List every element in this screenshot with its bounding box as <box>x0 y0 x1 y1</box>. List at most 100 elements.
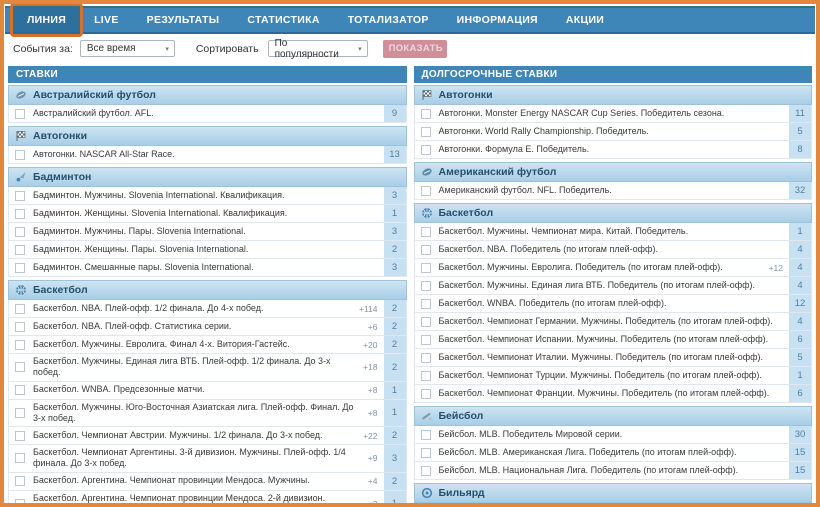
row-checkbox[interactable] <box>420 226 431 237</box>
row-checkbox[interactable] <box>15 362 25 373</box>
nav-tab-statistika[interactable]: СТАТИСТИКА <box>233 8 333 32</box>
row-checkbox[interactable] <box>15 244 25 255</box>
row-checkbox[interactable] <box>420 465 431 476</box>
row-checkbox[interactable] <box>420 126 431 137</box>
nav-tab-akcii[interactable]: АКЦИИ <box>552 8 618 32</box>
nav-tab-label: ИНФОРМАЦИЯ <box>456 14 538 26</box>
show-button[interactable]: ПОКАЗАТЬ <box>382 39 447 58</box>
bet-row[interactable]: Бадминтон. Женщины. Slovenia Internation… <box>8 205 407 223</box>
bet-row[interactable]: Баскетбол. NBA. Плей-офф. 1/2 финала. До… <box>8 300 407 318</box>
events-period-select[interactable]: Все время ▾ <box>79 40 175 57</box>
row-checkbox[interactable] <box>420 352 431 363</box>
bet-row[interactable]: Бадминтон. Смешанные пары. Slovenia Inte… <box>8 259 407 277</box>
bet-label: Бадминтон. Мужчины. Slovenia Internation… <box>33 189 285 200</box>
bet-row[interactable]: Баскетбол. Чемпионат Испании. Мужчины. П… <box>413 331 812 349</box>
bet-row[interactable]: Бадминтон. Женщины. Пары. Slovenia Inter… <box>8 241 407 259</box>
row-checkbox[interactable] <box>15 339 25 350</box>
row-checkbox[interactable] <box>420 316 431 327</box>
bet-row[interactable]: Баскетбол. Чемпионат Аргентины. 3-й диви… <box>8 445 407 473</box>
row-checkbox[interactable] <box>420 447 431 458</box>
sport-section-header[interactable]: Бейсбол <box>413 406 812 426</box>
row-checkbox[interactable] <box>420 185 431 196</box>
sport-section-header[interactable]: Австралийский футбол <box>8 85 407 105</box>
sport-section-header[interactable]: Бадминтон <box>8 167 407 187</box>
sort-select[interactable]: По популярности ▾ <box>267 38 368 60</box>
bet-row[interactable]: Баскетбол. Мужчины. Евролига. Финал 4-х.… <box>8 336 407 354</box>
bet-row[interactable]: Автогонки. Формула E. Победитель. 8 <box>413 141 812 159</box>
bet-row[interactable]: Баскетбол. WNBA. Предсезонные матчи. +8 1 <box>8 381 407 400</box>
sport-name: Автогонки <box>438 89 493 101</box>
bet-row[interactable]: Баскетбол. Мужчины. Евролига. Победитель… <box>413 259 812 277</box>
nav-tab-informaciya[interactable]: ИНФОРМАЦИЯ <box>443 8 552 32</box>
row-checkbox[interactable] <box>15 190 25 201</box>
bet-row[interactable]: Бейсбол. MLB. Американская Лига. Победит… <box>413 444 812 462</box>
bet-row[interactable]: Бейсбол. MLB. Национальная Лига. Победит… <box>413 462 812 480</box>
bet-row[interactable]: Баскетбол. Мужчины. Чемпионат мира. Кита… <box>413 223 812 241</box>
bet-row[interactable]: Баскетбол. Чемпионат Италии. Мужчины. По… <box>413 349 812 367</box>
bet-row[interactable]: Баскетбол. Чемпионат Австрии. Мужчины. 1… <box>8 427 407 445</box>
row-checkbox[interactable] <box>15 108 25 119</box>
bet-row[interactable]: Автогонки. Monster Energy NASCAR Cup Ser… <box>413 105 812 123</box>
row-checkbox[interactable] <box>15 385 25 395</box>
nav-tab-liniya[interactable]: ЛИНИЯ <box>10 4 84 37</box>
row-checkbox[interactable] <box>420 370 431 381</box>
bet-row[interactable]: Бадминтон. Мужчины. Slovenia Internation… <box>8 187 407 205</box>
sport-section-header[interactable]: Автогонки <box>413 85 812 105</box>
row-checkbox[interactable] <box>15 498 25 503</box>
row-checkbox[interactable] <box>15 149 25 160</box>
row-checkbox[interactable] <box>420 298 431 309</box>
nav-tab-totalizator[interactable]: ТОТАЛИЗАТОР <box>334 8 443 32</box>
sport-section-header[interactable]: Автогонки <box>8 126 407 146</box>
bet-label: Баскетбол. Аргентина. Чемпионат провинци… <box>33 492 326 503</box>
row-checkbox[interactable] <box>420 429 431 440</box>
row-checkbox[interactable] <box>420 262 431 273</box>
row-checkbox[interactable] <box>15 430 25 441</box>
sport-section: Автогонки Автогонки. Monster Energy NASCA… <box>413 85 812 159</box>
row-checkbox[interactable] <box>15 321 25 332</box>
bet-row[interactable]: Автогонки. NASCAR All-Star Race. 13 <box>8 146 407 164</box>
bet-row[interactable]: Бадминтон. Мужчины. Пары. Slovenia Inter… <box>8 223 407 241</box>
row-checkbox[interactable] <box>15 453 25 464</box>
row-checkbox[interactable] <box>15 303 25 314</box>
bet-label: Бадминтон. Женщины. Пары. Slovenia Inter… <box>33 243 249 254</box>
events-count: 2 <box>383 318 406 335</box>
row-checkbox[interactable] <box>420 244 431 255</box>
sport-section: Бильярд Снукер. The Masters. Лондон. Побе… <box>413 483 813 507</box>
row-checkbox[interactable] <box>15 407 25 418</box>
row-checkbox[interactable] <box>420 388 431 399</box>
row-checkbox[interactable] <box>15 226 25 237</box>
bet-row[interactable]: Баскетбол. NBA. Победитель (по итогам пл… <box>413 241 812 259</box>
nav-tab-rezultaty[interactable]: РЕЗУЛЬТАТЫ <box>133 8 234 32</box>
row-checkbox[interactable] <box>420 144 431 155</box>
sport-section-header[interactable]: Бильярд <box>413 483 812 503</box>
row-checkbox[interactable] <box>15 476 25 486</box>
bet-row[interactable]: Американский футбол. NFL. Победитель. 32 <box>413 182 812 200</box>
bet-label: Баскетбол. Мужчины. Евролига. Победитель… <box>438 261 723 272</box>
bet-row[interactable]: Баскетбол. Чемпионат Франции. Мужчины. П… <box>413 385 812 403</box>
sport-section-header[interactable]: Баскетбол <box>413 203 812 223</box>
bet-row[interactable]: Баскетбол. Аргентина. Чемпионат провинци… <box>8 472 407 491</box>
bet-row[interactable]: Баскетбол. Мужчины. Единая лига ВТБ. Пле… <box>8 354 407 382</box>
bet-row[interactable]: Автогонки. World Rally Championship. Поб… <box>413 123 812 141</box>
bet-row[interactable]: Баскетбол. WNBA. Победитель (по итогам п… <box>413 295 812 313</box>
bet-row[interactable]: Баскетбол. NBA. Плей-офф. Статистика сер… <box>8 318 407 336</box>
row-checkbox[interactable] <box>15 262 25 273</box>
bet-row[interactable]: Баскетбол. Аргентина. Чемпионат провинци… <box>8 490 407 503</box>
row-checkbox[interactable] <box>420 280 431 291</box>
sport-section-header[interactable]: Баскетбол <box>8 280 407 300</box>
bet-row[interactable]: Баскетбол. Мужчины. Юго-Восточная Азиатс… <box>8 399 407 427</box>
bet-row[interactable]: Баскетбол. Чемпионат Германии. Мужчины. … <box>413 313 812 331</box>
bet-row[interactable]: Баскетбол. Чемпионат Турции. Мужчины. По… <box>413 367 812 385</box>
nav-tab-live[interactable]: LIVE <box>80 8 133 32</box>
bet-row[interactable]: Баскетбол. Мужчины. Единая лига ВТБ. Поб… <box>413 277 812 295</box>
events-count: 12 <box>789 295 811 312</box>
bet-row[interactable]: Австралийский футбол. AFL. 9 <box>8 105 407 123</box>
row-checkbox[interactable] <box>420 334 431 345</box>
bet-row[interactable]: Снукер. The Masters. Лондон. Победитель.… <box>414 503 813 507</box>
events-count: 8 <box>789 141 811 158</box>
bet-label: Баскетбол. Чемпионат Австрии. Мужчины. 1… <box>33 429 323 440</box>
bet-row[interactable]: Бейсбол. MLB. Победитель Мировой серии. 3… <box>413 426 812 444</box>
row-checkbox[interactable] <box>420 108 431 119</box>
row-checkbox[interactable] <box>15 208 25 219</box>
sport-section-header[interactable]: Американский футбол <box>413 162 812 182</box>
